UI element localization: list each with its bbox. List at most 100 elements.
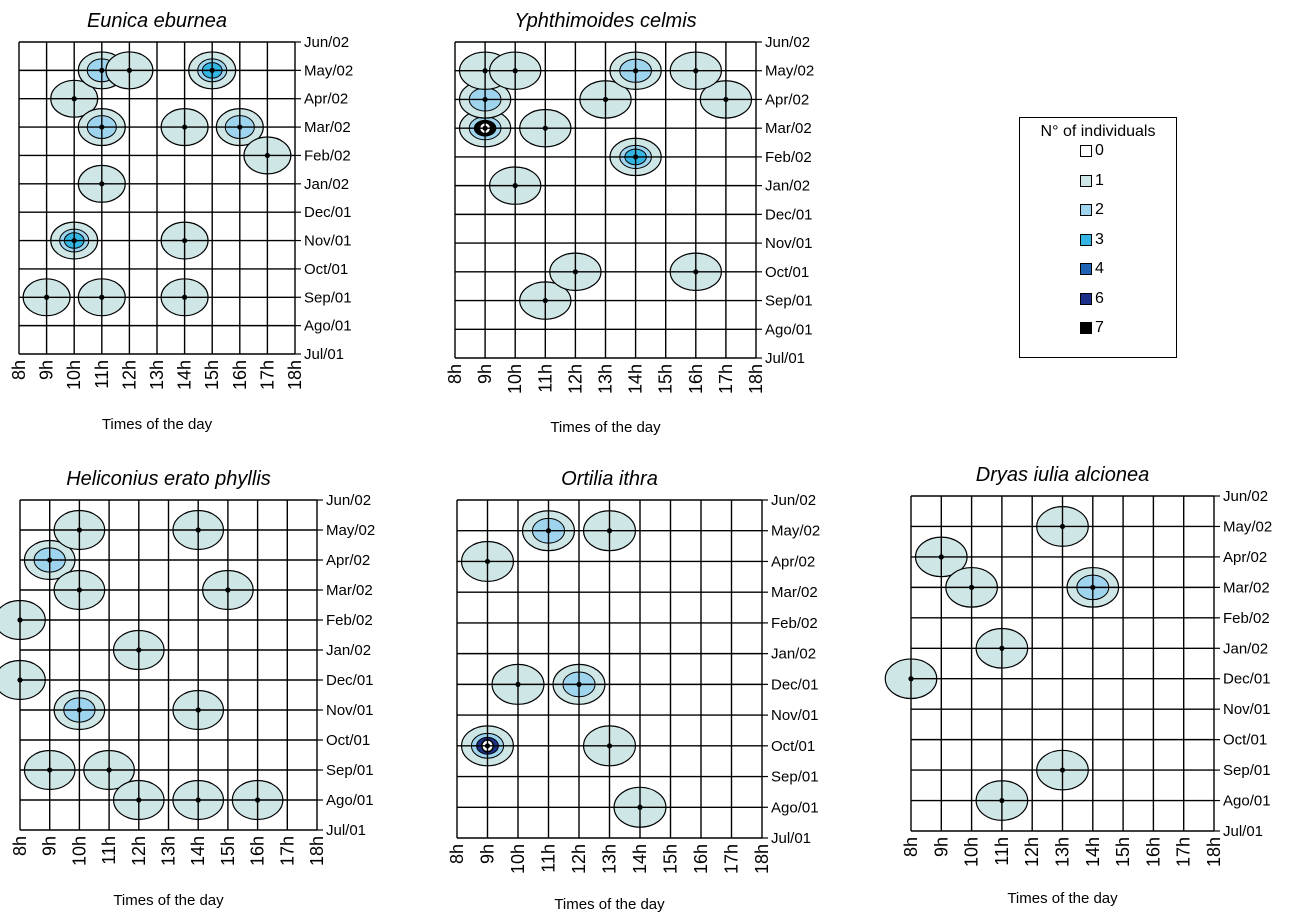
x-tick-label: 8h bbox=[10, 836, 30, 856]
y-tick-label: Jun/02 bbox=[1223, 488, 1268, 505]
y-tick-label: Mar/02 bbox=[304, 119, 351, 136]
x-tick-label: 15h bbox=[656, 364, 676, 394]
y-tick-label: Nov/01 bbox=[1223, 701, 1271, 718]
panel-title: Ortilia ithra bbox=[561, 468, 658, 490]
y-tick-label: Ago/01 bbox=[1223, 793, 1271, 810]
y-tick-label: Ago/01 bbox=[326, 792, 374, 809]
x-tick-label: 14h bbox=[188, 836, 208, 866]
y-tick-label: Nov/01 bbox=[771, 707, 819, 724]
x-tick-label: 15h bbox=[202, 360, 222, 390]
panel-5: Dryas iulia alcionea 8h 9h 10h 11h 12h 13h 14h 1… bbox=[884, 464, 1272, 907]
x-tick-label: 12h bbox=[569, 844, 589, 874]
y-tick-label: Sep/01 bbox=[326, 762, 374, 779]
x-tick-label: 14h bbox=[1083, 837, 1103, 867]
x-tick-label: 11h bbox=[92, 360, 112, 389]
x-tick-label: 15h bbox=[1113, 837, 1133, 867]
x-tick-label: 17h bbox=[257, 360, 277, 390]
y-tick-label: Mar/02 bbox=[771, 584, 818, 601]
y-tick-label: May/02 bbox=[765, 63, 814, 80]
x-tick-label: 10h bbox=[508, 844, 528, 874]
y-tick-label: Sep/01 bbox=[765, 293, 813, 310]
y-tick-label: May/02 bbox=[771, 523, 820, 540]
y-tick-label: Dec/01 bbox=[1223, 671, 1271, 688]
legend-item: 3 bbox=[1080, 231, 1104, 249]
x-axis-label: Times of the day bbox=[554, 896, 665, 913]
x-tick-label: 16h bbox=[248, 836, 268, 866]
x-tick-label: 12h bbox=[565, 364, 585, 394]
panel-2: Yphthimoides celmis 8h 9h 10h 11h 12h 13h 14h 15… bbox=[445, 10, 814, 436]
y-tick-label: Feb/02 bbox=[771, 615, 818, 632]
y-tick-label: Sep/01 bbox=[771, 769, 819, 786]
x-tick-label: 8h bbox=[445, 364, 465, 384]
y-tick-label: Jan/02 bbox=[1223, 640, 1268, 657]
x-tick-label: 9h bbox=[40, 836, 60, 856]
x-tick-label: 8h bbox=[901, 837, 921, 857]
legend: N° of individuals 0 1 2 3 4 6 7 bbox=[1019, 117, 1177, 358]
x-tick-label: 12h bbox=[1022, 837, 1042, 867]
y-tick-label: Jan/02 bbox=[304, 176, 349, 193]
y-tick-label: Mar/02 bbox=[326, 582, 373, 599]
x-tick-label: 12h bbox=[129, 836, 149, 866]
y-tick-label: Apr/02 bbox=[304, 91, 348, 108]
x-tick-label: 10h bbox=[69, 836, 89, 866]
legend-swatch bbox=[1080, 204, 1092, 216]
y-tick-label: Dec/01 bbox=[326, 672, 374, 689]
x-tick-label: 9h bbox=[931, 837, 951, 857]
panel-title: Eunica eburnea bbox=[87, 10, 227, 32]
x-axis-label: Times of the day bbox=[550, 419, 661, 436]
x-tick-label: 15h bbox=[661, 844, 681, 874]
x-tick-label: 14h bbox=[626, 364, 646, 394]
legend-item: 4 bbox=[1080, 260, 1104, 278]
panel-3: Heliconius erato phyllis 8h 9h 10h 11h 12h 13h… bbox=[0, 468, 375, 909]
x-tick-label: 9h bbox=[37, 360, 57, 380]
x-tick-label: 10h bbox=[64, 360, 84, 390]
x-tick-label: 18h bbox=[285, 360, 305, 390]
legend-swatch bbox=[1080, 322, 1092, 334]
y-tick-label: Jul/01 bbox=[765, 350, 805, 367]
y-tick-label: Mar/02 bbox=[765, 120, 812, 137]
y-tick-label: Nov/01 bbox=[765, 235, 813, 252]
legend-item: 2 bbox=[1080, 201, 1104, 219]
x-tick-label: 13h bbox=[1053, 837, 1073, 867]
y-tick-label: Ago/01 bbox=[771, 799, 819, 816]
y-tick-label: May/02 bbox=[304, 62, 353, 79]
y-tick-label: Feb/02 bbox=[326, 612, 373, 629]
y-tick-label: Sep/01 bbox=[1223, 762, 1271, 779]
y-tick-label: Nov/01 bbox=[326, 702, 374, 719]
y-tick-label: Apr/02 bbox=[1223, 549, 1267, 566]
x-tick-label: 8h bbox=[447, 844, 467, 864]
y-tick-label: Jun/02 bbox=[771, 492, 816, 509]
panel-title: Yphthimoides celmis bbox=[514, 10, 696, 32]
panel-1: Eunica eburnea 8h 9h 10h 11h 12h 13h 14h 15h 16h 1… bbox=[9, 10, 353, 433]
x-tick-label: 17h bbox=[277, 836, 297, 866]
x-axis-label: Times of the day bbox=[113, 892, 224, 909]
panel-4: Ortilia ithra 8h 9h 10h 11h 12h 13h 14h 15h 16h 17… bbox=[447, 468, 820, 913]
legend-item: 1 bbox=[1080, 172, 1104, 190]
legend-swatch bbox=[1080, 174, 1092, 187]
legend-item: 7 bbox=[1080, 319, 1104, 337]
y-tick-label: Jan/02 bbox=[771, 646, 816, 663]
x-tick-label: 13h bbox=[600, 844, 620, 874]
y-tick-label: Dec/01 bbox=[771, 676, 819, 693]
y-tick-label: Jun/02 bbox=[304, 34, 349, 51]
x-tick-label: 16h bbox=[1143, 837, 1163, 867]
x-tick-label: 13h bbox=[596, 364, 616, 394]
legend-label: 7 bbox=[1095, 319, 1104, 336]
y-tick-label: Apr/02 bbox=[765, 91, 809, 108]
x-tick-label: 11h bbox=[535, 364, 555, 393]
y-tick-label: Jan/02 bbox=[326, 642, 371, 659]
x-tick-label: 18h bbox=[1204, 837, 1224, 867]
x-tick-label: 11h bbox=[99, 836, 119, 865]
legend-label: 4 bbox=[1095, 260, 1104, 277]
x-tick-label: 11h bbox=[992, 837, 1012, 866]
legend-swatch bbox=[1080, 233, 1092, 246]
legend-swatch bbox=[1080, 145, 1092, 157]
panel-title: Heliconius erato phyllis bbox=[66, 468, 271, 490]
y-tick-label: Feb/02 bbox=[765, 149, 812, 166]
y-tick-label: Jul/01 bbox=[326, 822, 366, 839]
y-tick-label: Mar/02 bbox=[1223, 579, 1270, 596]
x-tick-label: 8h bbox=[9, 360, 29, 380]
x-tick-label: 16h bbox=[691, 844, 711, 874]
y-tick-label: May/02 bbox=[326, 522, 375, 539]
